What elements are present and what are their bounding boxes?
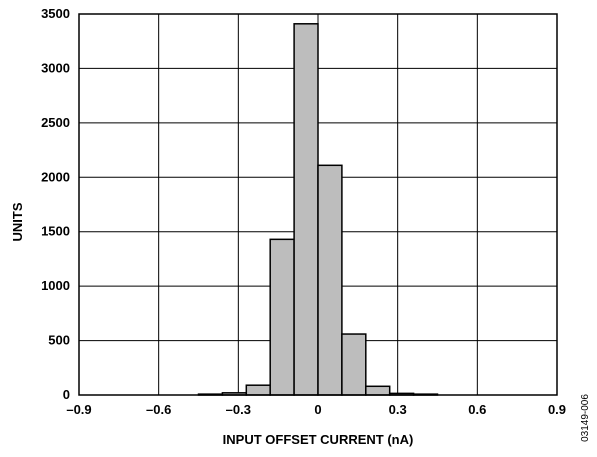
plot-frame <box>78 13 558 396</box>
y-tick-label: 1000 <box>41 278 70 293</box>
x-tick-label: 0.6 <box>468 402 486 417</box>
x-axis-title: INPUT OFFSET CURRENT (nA) <box>223 432 414 447</box>
histogram-bar <box>293 23 319 396</box>
x-tick-label: –0.3 <box>226 402 251 417</box>
x-tick-labels: –0.9 –0.6 –0.3 0 0.3 0.6 0.9 <box>66 402 566 417</box>
y-tick-label: 3500 <box>41 6 70 21</box>
y-tick-label: 0 <box>63 387 70 402</box>
histogram-bar <box>365 385 391 396</box>
histogram-bar <box>245 384 271 396</box>
histogram-bar <box>269 238 295 396</box>
y-axis-title: UNITS <box>10 202 25 241</box>
y-tick-label: 3000 <box>41 60 70 75</box>
figure-id: 03149-006 <box>580 394 591 442</box>
y-tick-label: 2500 <box>41 115 70 130</box>
x-tick-label: –0.9 <box>66 402 91 417</box>
x-tick-label: 0.3 <box>389 402 407 417</box>
y-tick-labels: 0 500 1000 1500 2000 2500 3000 3500 <box>41 6 70 402</box>
x-tick-label: –0.6 <box>146 402 171 417</box>
x-tick-label: 0 <box>314 402 321 417</box>
x-tick-label: 0.9 <box>548 402 566 417</box>
y-tick-label: 1500 <box>41 224 70 239</box>
y-tick-label: 2000 <box>41 169 70 184</box>
histogram-bars <box>197 23 439 396</box>
histogram-bar <box>341 333 367 396</box>
histogram-bar <box>317 164 343 396</box>
y-tick-label: 500 <box>48 333 70 348</box>
